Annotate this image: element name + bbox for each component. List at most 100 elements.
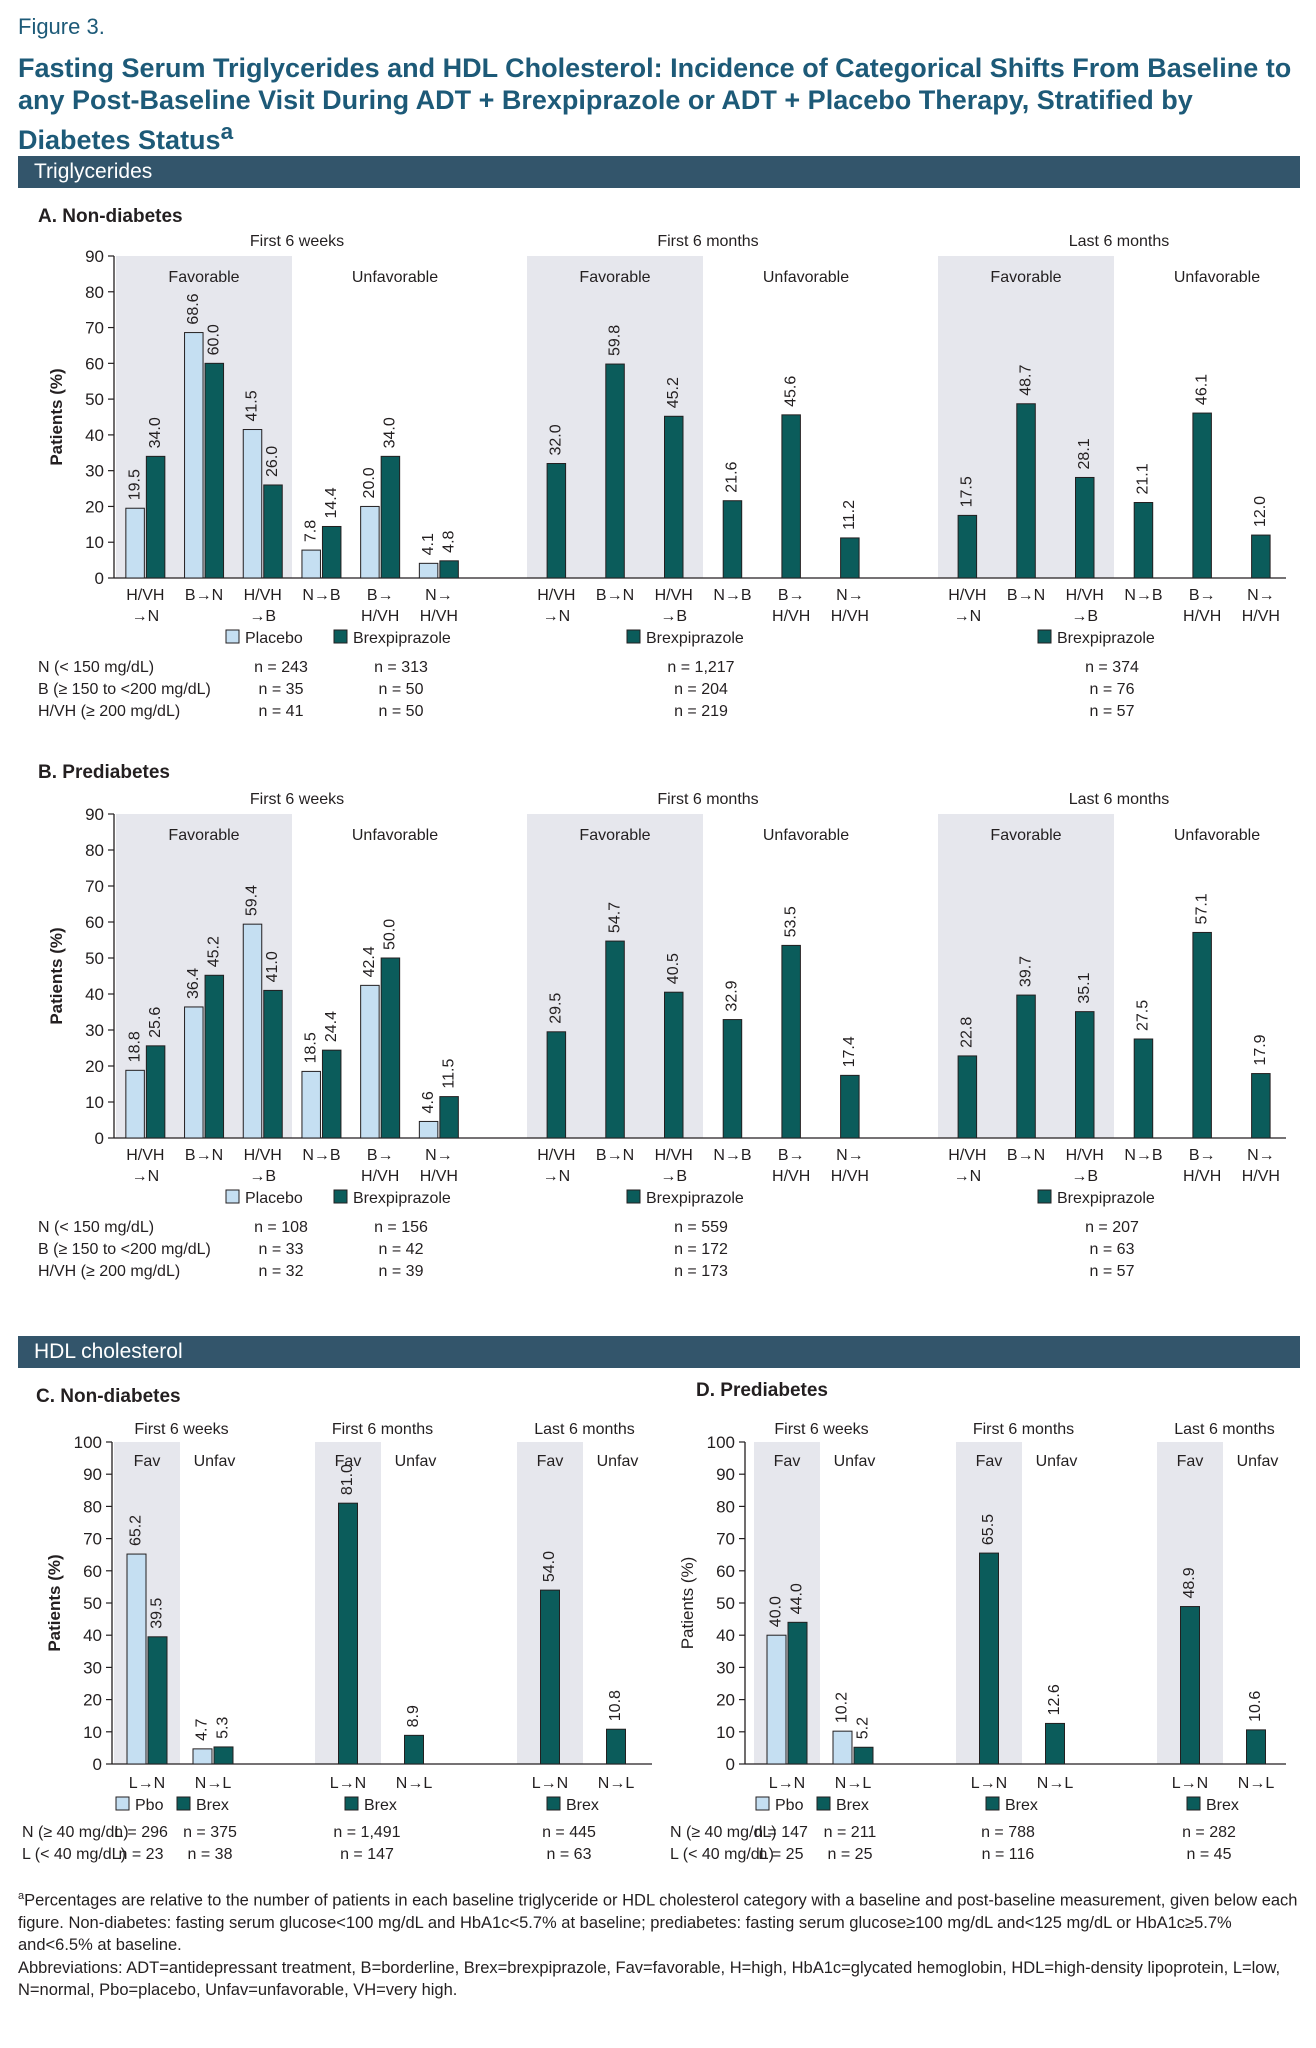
bar-brexpiprazole — [338, 1502, 358, 1765]
n-brexpiprazole: n = 172 — [674, 1241, 728, 1258]
category-label: B→ — [1189, 587, 1216, 604]
category-label: H/VH — [537, 587, 575, 604]
data-label-placebo: 68.6 — [185, 293, 202, 324]
legend-label-brexpiprazole: Brexpiprazole — [353, 630, 451, 647]
n-placebo: n = 35 — [259, 681, 304, 698]
data-label-placebo: 40.0 — [768, 1596, 785, 1627]
legend-swatch-brexpiprazole — [176, 1796, 191, 1811]
legend-swatch-brexpiprazole — [816, 1796, 831, 1811]
bar-brexpiprazole — [840, 537, 860, 579]
bar-placebo — [301, 549, 321, 579]
data-label-brexpiprazole: 39.7 — [1017, 956, 1034, 987]
n-brexpiprazole: n = 42 — [379, 1241, 424, 1258]
legend-label-brexpiprazole: Brexpiprazole — [1057, 1190, 1155, 1207]
y-tick-label: 90 — [85, 805, 104, 824]
data-label-brexpiprazole: 40.5 — [665, 953, 682, 984]
category-label: N→L — [396, 1775, 433, 1792]
bar-placebo — [832, 1730, 853, 1765]
n-brexpiprazole: n = 788 — [981, 1824, 1035, 1841]
y-tick-label: 100 — [707, 1433, 735, 1452]
category-label: N→B — [302, 587, 340, 604]
n-brexpiprazole: n = 50 — [379, 703, 424, 720]
n-row-label: N (< 150 mg/dL) — [38, 659, 154, 676]
category-label: L→N — [769, 1775, 805, 1792]
y-tick-label: 80 — [85, 283, 104, 302]
data-label-brexpiprazole: 57.1 — [1193, 893, 1210, 924]
data-label-placebo: 18.8 — [126, 1031, 143, 1062]
y-tick-label: 80 — [83, 1497, 102, 1516]
data-label-placebo: 4.6 — [420, 1091, 437, 1113]
category-label: N→L — [195, 1775, 232, 1792]
data-label-brexpiprazole: 8.9 — [405, 1705, 422, 1727]
favorable-shade — [114, 1442, 180, 1764]
n-placebo: n = 108 — [254, 1219, 308, 1236]
data-label-brexpiprazole: 4.8 — [440, 530, 457, 552]
region-label-favorable: Favorable — [579, 269, 650, 286]
n-brexpiprazole: n = 147 — [340, 1846, 394, 1863]
legend-swatch-brexpiprazole — [1037, 1189, 1052, 1204]
bar-brexpiprazole — [1045, 1722, 1065, 1765]
bar-brexpiprazole — [1251, 534, 1271, 579]
legend-swatch-brexpiprazole — [344, 1796, 359, 1811]
region-label-unfavorable: Unfav — [834, 1453, 876, 1470]
bar-brexpiprazole — [1180, 1606, 1200, 1765]
data-label-brexpiprazole: 53.5 — [782, 906, 799, 937]
bar-brexpiprazole — [1192, 931, 1212, 1139]
y-tick-label: 60 — [85, 354, 104, 373]
n-brexpiprazole: n = 211 — [824, 1824, 877, 1841]
category-label: →N — [954, 1168, 982, 1185]
category-label: →N — [132, 1168, 160, 1185]
section-hdl: HDL cholesterol — [18, 1336, 1300, 1368]
bar-brexpiprazole — [781, 944, 801, 1139]
data-label-brexpiprazole: 11.5 — [440, 1059, 457, 1089]
n-row-label: N (≥ 40 mg/dL) — [22, 1824, 129, 1841]
data-label-placebo: 4.7 — [194, 1719, 211, 1741]
category-label: B→N — [1007, 1147, 1045, 1164]
category-label: N→ — [1247, 587, 1275, 604]
y-tick-label: 0 — [95, 569, 104, 588]
region-label-unfavorable: Unfav — [395, 1453, 437, 1470]
data-label-brexpiprazole: 12.6 — [1046, 1684, 1063, 1715]
category-label: L→N — [330, 1775, 366, 1792]
bar-placebo — [242, 429, 263, 579]
bar-brexpiprazole — [321, 525, 342, 579]
legend-label-brexpiprazole: Brex — [364, 1797, 397, 1814]
y-axis-label: Patients (%) — [47, 927, 66, 1024]
legend-swatch-brexpiprazole — [626, 629, 641, 644]
n-brexpiprazole: n = 57 — [1090, 1263, 1135, 1280]
y-tick-label: 70 — [85, 877, 104, 896]
data-label-brexpiprazole: 5.3 — [215, 1717, 232, 1739]
bar-brexpiprazole — [1016, 994, 1036, 1139]
category-label: N→ — [836, 587, 864, 604]
category-label: H/VH — [361, 1168, 399, 1185]
data-label-brexpiprazole: 48.9 — [1181, 1567, 1198, 1598]
bar-placebo — [184, 332, 204, 579]
category-label: →N — [543, 1168, 571, 1185]
legend-swatch-brexpiprazole — [333, 1189, 348, 1204]
bar-placebo — [418, 1120, 439, 1139]
bar-brexpiprazole — [605, 940, 625, 1139]
category-label: H/VH — [244, 587, 282, 604]
region-label-favorable: Fav — [335, 1453, 362, 1470]
region-label-unfavorable: Unfavorable — [352, 827, 438, 844]
category-label: N→B — [1124, 587, 1162, 604]
n-brexpiprazole: n = 173 — [674, 1263, 728, 1280]
category-label: H/VH — [126, 1147, 164, 1164]
category-label: L→N — [532, 1775, 568, 1792]
region-label-unfavorable: Unfav — [194, 1453, 236, 1470]
category-label: N→L — [598, 1775, 635, 1792]
y-tick-label: 0 — [726, 1755, 735, 1774]
y-tick-label: 20 — [85, 497, 104, 516]
group-label: First 6 months — [973, 1421, 1074, 1438]
n-placebo: n = 32 — [259, 1263, 304, 1280]
y-tick-label: 20 — [83, 1691, 102, 1710]
n-brexpiprazole: n = 282 — [1182, 1824, 1236, 1841]
category-label: N→B — [713, 1147, 751, 1164]
y-tick-label: 50 — [85, 949, 104, 968]
n-row-label: N (≥ 40 mg/dL) — [670, 1824, 777, 1841]
category-label: B→N — [596, 587, 634, 604]
legend-swatch-placebo — [225, 1189, 240, 1204]
data-label-placebo: 42.4 — [361, 946, 378, 977]
data-label-brexpiprazole: 54.7 — [606, 902, 623, 933]
category-label: L→N — [971, 1775, 1007, 1792]
